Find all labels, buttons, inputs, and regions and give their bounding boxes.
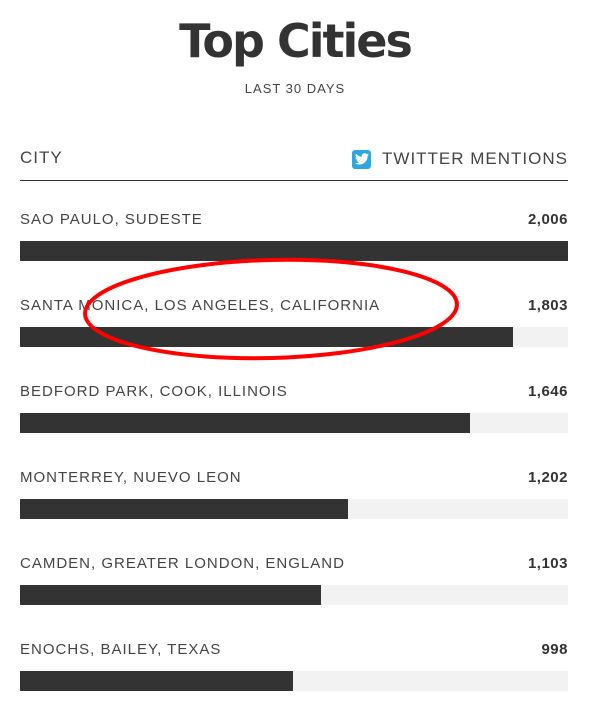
bar	[20, 413, 470, 433]
table-row: MONTERREY, NUEVO LEON 1,202	[20, 469, 568, 529]
table-row: SAO PAULO, SUDESTE 2,006	[20, 211, 568, 271]
table-header: CITY TWITTER MENTIONS	[20, 146, 568, 181]
mentions-column-header: TWITTER MENTIONS	[352, 149, 568, 169]
bar-track	[20, 499, 568, 519]
bar	[20, 327, 513, 347]
bar-track	[20, 241, 568, 261]
table-row: BEDFORD PARK, COOK, ILLINOIS 1,646	[20, 383, 568, 443]
mention-count: 1,803	[527, 297, 568, 314]
mention-count: 1,103	[527, 555, 568, 572]
bar-track	[20, 327, 568, 347]
page-subtitle: LAST 30 DAYS	[244, 81, 346, 96]
table-row: SANTA MONICA, LOS ANGELES, CALIFORNIA 1,8…	[20, 297, 568, 357]
table-row: ENOCHS, BAILEY, TEXAS 998	[20, 641, 568, 701]
bar-track	[20, 585, 568, 605]
bar-track	[20, 413, 568, 433]
bar	[20, 671, 293, 691]
mention-count: 1,202	[527, 469, 568, 486]
mention-count: 998	[541, 641, 568, 658]
mentions-header-label: TWITTER MENTIONS	[382, 149, 568, 168]
mention-count: 2,006	[527, 211, 568, 228]
bar	[20, 585, 322, 605]
city-label: ENOCHS, BAILEY, TEXAS	[20, 641, 222, 658]
city-label: MONTERREY, NUEVO LEON	[20, 469, 242, 486]
bar	[20, 241, 568, 261]
city-label: CAMDEN, GREATER LONDON, ENGLAND	[20, 555, 345, 572]
city-label: SANTA MONICA, LOS ANGELES, CALIFORNIA	[20, 297, 381, 314]
city-label: SAO PAULO, SUDESTE	[20, 211, 203, 228]
city-column-header: CITY	[20, 148, 63, 167]
twitter-icon	[352, 149, 372, 169]
bar	[20, 499, 349, 519]
mention-count: 1,646	[527, 383, 568, 400]
table-row: CAMDEN, GREATER LONDON, ENGLAND 1,103	[20, 555, 568, 615]
page-title: Top Cities	[179, 14, 413, 68]
city-label: BEDFORD PARK, COOK, ILLINOIS	[20, 383, 288, 400]
bar-track	[20, 671, 568, 691]
